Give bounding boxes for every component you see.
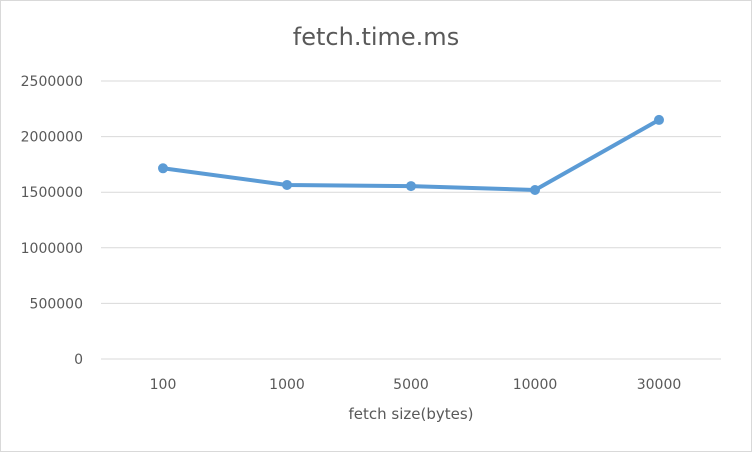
data-point [530, 184, 540, 195]
x-tick-label: 5000 [393, 377, 429, 393]
y-tick-label: 2500000 [21, 74, 83, 90]
x-tick-label: 100 [150, 377, 177, 393]
y-tick-label: 0 [74, 352, 83, 368]
series-line [161, 117, 661, 192]
x-tick-label: 30000 [637, 377, 682, 393]
x-tick-label: 10000 [513, 377, 558, 393]
x-axis-title: fetch size(bytes) [348, 405, 473, 423]
gridlines [101, 80, 721, 360]
data-point [282, 179, 292, 190]
data-point [406, 181, 416, 192]
y-tick-label: 500000 [30, 296, 83, 312]
y-tick-label: 1000000 [21, 241, 83, 257]
x-axis-tick-labels: 100 1000 5000 10000 30000 [150, 377, 682, 393]
y-tick-label: 2000000 [21, 130, 83, 146]
series-layer [158, 114, 664, 195]
chart-title: fetch.time.ms [292, 23, 460, 51]
data-point [654, 114, 664, 125]
y-tick-label: 1500000 [21, 185, 83, 201]
y-axis-tick-labels: 0 500000 1000000 1500000 2000000 2500000 [21, 74, 83, 368]
x-tick-label: 1000 [269, 377, 305, 393]
data-point [158, 163, 168, 174]
